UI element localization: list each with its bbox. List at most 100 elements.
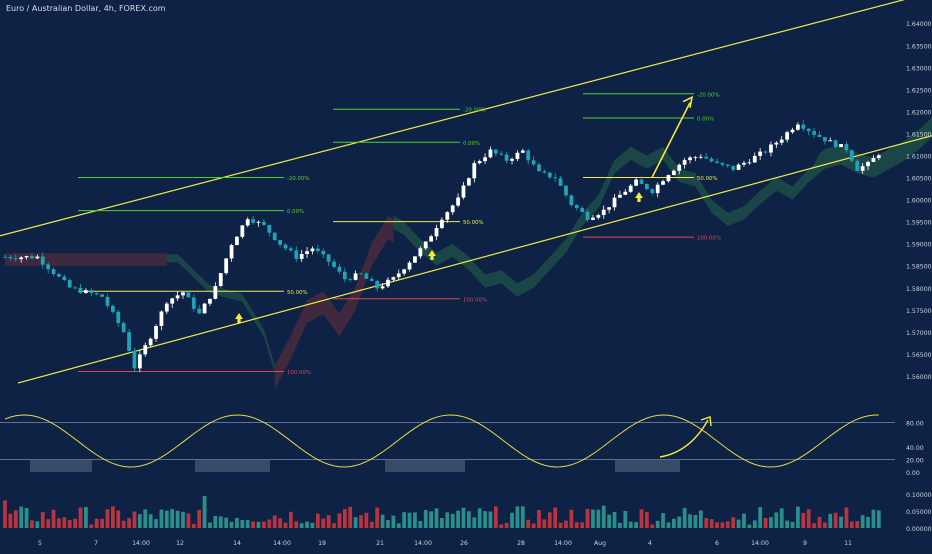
volume-bar (585, 508, 590, 528)
candle-body (272, 232, 277, 241)
candle-body (704, 156, 709, 159)
volume-bar (251, 521, 256, 528)
volume-bar (677, 516, 682, 528)
candle-body (218, 273, 223, 287)
candlestick-series (3, 120, 881, 373)
volume-bar (418, 521, 423, 528)
candle-body (612, 197, 617, 208)
volume-bar (801, 512, 806, 528)
candle-body (191, 297, 196, 309)
time-tick-label: 14:00 (273, 540, 291, 547)
ichimoku-cloud (5, 117, 932, 390)
candle-body (299, 253, 304, 259)
candle-body (235, 236, 239, 246)
candle-body (682, 160, 687, 165)
volume-bar (267, 519, 272, 528)
cloud-bullish-segment (393, 117, 932, 297)
volume-bar (601, 505, 606, 528)
candle-body (655, 184, 660, 194)
volume-bar (272, 515, 277, 528)
candle-body (116, 311, 121, 324)
volume-bar (769, 517, 773, 528)
price-tick-label: 1.56000 (906, 374, 932, 381)
volume-bar (121, 520, 126, 528)
candle-body (677, 164, 682, 171)
volume-bar (547, 512, 552, 528)
volume-bar (806, 509, 811, 528)
candle-body (666, 175, 671, 182)
volume-bar (24, 507, 29, 528)
volume-bar (564, 520, 568, 528)
candle-body (693, 157, 698, 158)
candle-body (321, 250, 326, 255)
volume-bar (213, 515, 218, 528)
volume-tick-label: 0.00000 (906, 526, 932, 533)
candle-body (245, 219, 250, 226)
candle-body (860, 166, 865, 171)
volume-bar (116, 510, 121, 528)
volume-bar (218, 516, 223, 528)
candle-body (601, 209, 606, 215)
volume-bar (639, 509, 644, 528)
candle-body (801, 124, 806, 129)
candle-body (639, 179, 644, 184)
volume-bar (849, 521, 854, 528)
candle-body (493, 149, 498, 154)
volume-bar (13, 510, 18, 528)
candle-body (181, 292, 185, 296)
axes: 1.64000 1.63500 1.63000 1.62500 1.62000 1.615… (38, 21, 932, 547)
time-tick-label: 26 (460, 540, 468, 547)
candle-body (607, 207, 612, 210)
volume-bar (89, 524, 94, 528)
time-tick-label: 21 (376, 540, 384, 547)
candle-body (288, 248, 293, 251)
candle-body (650, 189, 655, 194)
volume-bar (40, 512, 45, 528)
oscillator-tick-label: 0.00 (906, 470, 920, 477)
price-tick-label: 1.60000 (906, 198, 932, 205)
candle-body (812, 131, 816, 135)
volume-bar (542, 519, 547, 528)
entry-markers (235, 95, 694, 323)
volume-bar (342, 508, 347, 528)
candle-body (731, 165, 736, 170)
volume-bar (224, 517, 229, 528)
volume-bar (164, 510, 169, 528)
candle-body (3, 256, 7, 258)
candle-body (839, 144, 843, 148)
volume-bar (515, 506, 520, 528)
candle-body (844, 144, 849, 151)
volume-tick-label: 0.10000 (906, 492, 932, 499)
candle-body (13, 258, 18, 260)
candle-body (445, 212, 450, 220)
candle-body (175, 295, 180, 299)
candle-body (477, 161, 482, 164)
candle-body (24, 256, 29, 258)
candle-body (628, 185, 633, 192)
volume-bar (661, 513, 665, 528)
volume-bar (299, 523, 304, 528)
volume-bar (671, 518, 676, 528)
price-tick-label: 1.63500 (906, 43, 932, 50)
volume-bar (483, 511, 487, 528)
volume-bar (720, 522, 725, 528)
candle-body (105, 296, 110, 306)
oscillator-arrow-shaft (659, 419, 709, 458)
candle-body (423, 241, 428, 249)
volume-bar (812, 523, 816, 528)
volume-bar (332, 523, 336, 528)
oversold-zone (385, 459, 465, 472)
volume-bar (709, 519, 714, 528)
volume-bar (866, 516, 870, 528)
volume-bar (208, 522, 212, 528)
volume-bar (456, 510, 460, 528)
volume-bar (386, 519, 390, 528)
candle-body (348, 279, 353, 281)
volume-bar (94, 518, 99, 528)
oscillator-arrowhead-icon (700, 416, 712, 427)
price-tick-label: 1.61000 (906, 154, 932, 161)
volume-bar (294, 521, 299, 528)
volume-bar (364, 512, 369, 528)
